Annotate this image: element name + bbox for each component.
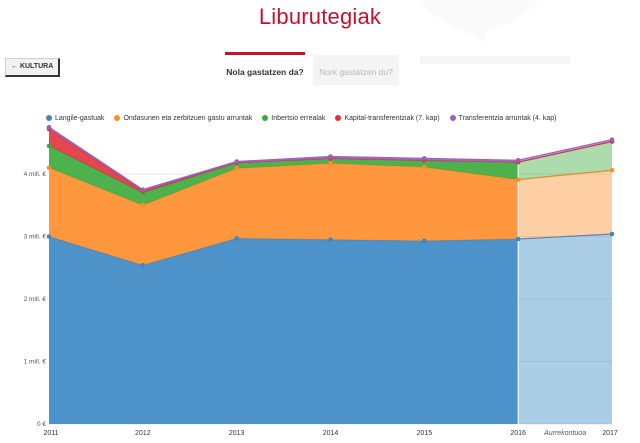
data-point-ondasunen-eta-zerbitzuen-gastu-arruntak[interactable] [328, 161, 333, 166]
legend-item-langile-gastuak[interactable]: Langile-gastuak [46, 113, 104, 123]
series-area-langile-gastuak [49, 236, 519, 424]
data-point-ondasunen-eta-zerbitzuen-gastu-arruntak[interactable] [234, 166, 239, 171]
legend-dot [46, 115, 52, 121]
legend-item-kapital[interactable]: Kapital-transferentziak (7. kap) [335, 113, 440, 123]
legend-label: Langile-gastuak [55, 114, 105, 122]
legend-dot [114, 115, 121, 121]
legend-label: Ondasunen eta zerbitzuen gastu arruntak [123, 114, 253, 122]
data-point-langile-gastuak[interactable] [140, 262, 146, 268]
data-point-langile-gastuak[interactable] [515, 236, 521, 242]
y-tick-label: 0 € [37, 421, 46, 428]
back-button[interactable]: ← KULTURA [5, 58, 61, 77]
data-point-ondasunen-eta-zerbitzuen-gastu-arruntak[interactable] [422, 164, 427, 170]
data-point-langile-gastuak[interactable] [422, 238, 427, 244]
x-tick-label: 2014 [323, 430, 339, 437]
y-tick-label: 4 mill. € [24, 171, 47, 178]
data-point-ondasunen-eta-zerbitzuen-gastu-arruntak[interactable] [46, 165, 52, 171]
data-point-inbertsio-errealak[interactable] [46, 143, 52, 149]
data-point-langile-gastuak[interactable] [609, 231, 615, 237]
data-point-transferentzia-arruntak-4-kap[interactable] [328, 154, 333, 159]
data-point-ondasunen-eta-zerbitzuen-gastu-arruntak[interactable] [140, 202, 146, 208]
x-tick-label: 2016 [510, 430, 526, 437]
data-point-transferentzia-arruntak-4-kap[interactable] [140, 187, 146, 192]
legend-item-ondasunen[interactable]: Ondasunen eta zerbitzuen gastu arruntak [114, 113, 252, 123]
data-point-langile-gastuak[interactable] [328, 237, 333, 242]
legend-label: Transferentzia arruntak (4. kap) [458, 114, 557, 122]
data-point-ondasunen-eta-zerbitzuen-gastu-arruntak[interactable] [609, 167, 615, 173]
x-tick-label: 2011 [43, 430, 58, 437]
y-tick-label: 2 mill. € [24, 296, 47, 303]
data-point-transferentzia-arruntak-4-kap[interactable] [422, 156, 427, 161]
decorative-bar [420, 56, 570, 64]
x-tick-label: 2017 [602, 430, 618, 437]
series-area-forecast-inbertsio-errealak [518, 141, 612, 180]
data-point-ondasunen-eta-zerbitzuen-gastu-arruntak[interactable] [515, 177, 521, 182]
x-tick-label: 2012 [135, 430, 151, 437]
data-point-transferentzia-arruntak-4-kap[interactable] [515, 157, 521, 163]
series-area-ondasunen-eta-zerbitzuen-gastu-arruntak [49, 163, 519, 266]
series-area-inbertsio-errealak [49, 145, 519, 206]
legend-dot [262, 115, 269, 121]
tab-who-spends[interactable]: Nork gastatzen du? [313, 52, 399, 85]
data-point-transferentzia-arruntak-4-kap[interactable] [46, 124, 52, 130]
forecast-label: Aurrekontuoa [543, 430, 586, 437]
chart-legend: Langile-gastuak Ondasunen eta zerbitzuen… [46, 113, 556, 123]
legend-dot [335, 115, 342, 121]
x-tick-label: 2015 [417, 430, 433, 437]
series-area-forecast-langile-gastuak [518, 234, 612, 424]
tab-how-spent[interactable]: Nola gastatzen da? [225, 52, 305, 85]
legend-item-transferentzia[interactable]: Transferentzia arruntak (4. kap) [449, 113, 557, 123]
legend-item-inbertsio[interactable]: Inbertsio errealak [262, 113, 325, 123]
data-point-transferentzia-arruntak-4-kap[interactable] [234, 159, 239, 164]
data-point-langile-gastuak[interactable] [234, 236, 239, 241]
y-tick-label: 3 mill. € [24, 234, 47, 241]
data-point-langile-gastuak[interactable] [46, 234, 52, 239]
page-title: Liburutegiak [258, 4, 382, 29]
y-tick-label: 1 mill. € [24, 359, 47, 366]
legend-label: Inbertsio errealak [271, 114, 326, 122]
legend-label: Kapital-transferentziak (7. kap) [344, 114, 440, 122]
series-area-forecast-ondasunen-eta-zerbitzuen-gastu-arruntak [518, 170, 612, 239]
x-tick-label: 2013 [229, 430, 245, 437]
data-point-transferentzia-arruntak-4-kap[interactable] [609, 137, 615, 142]
legend-dot [449, 115, 456, 121]
